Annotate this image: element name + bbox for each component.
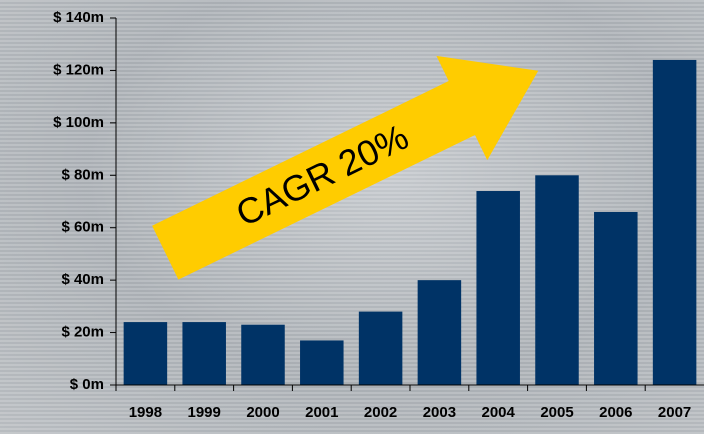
bar	[594, 212, 638, 385]
x-tick-label: 2001	[305, 404, 338, 421]
x-tick-label: 1999	[188, 404, 221, 421]
x-tick-label: 2006	[599, 404, 632, 421]
bar	[476, 191, 520, 385]
chart: $ 0m $ 20m $ 40m $ 60m $ 80m $ 100m $ 120m $ 14…	[0, 0, 704, 434]
bar	[241, 325, 285, 385]
bar	[124, 322, 168, 385]
y-tick-label: $ 0m	[70, 376, 104, 393]
page: $ 0m $ 20m $ 40m $ 60m $ 80m $ 100m $ 120m $ 14…	[0, 0, 704, 434]
y-tick-label: $ 120m	[53, 61, 104, 78]
x-tick-label: 2007	[658, 404, 691, 421]
x-tick-label: 2000	[246, 404, 279, 421]
x-tick-label: 1998	[129, 404, 162, 421]
x-tick-label: 2004	[482, 404, 516, 421]
plot: $ 0m $ 20m $ 40m $ 60m $ 80m $ 100m $ 120m $ 14…	[53, 9, 704, 421]
y-tick-label: $ 40m	[61, 271, 104, 288]
y-tick-label: $ 80m	[61, 166, 104, 183]
bar	[300, 340, 344, 385]
x-tick-label: 2003	[423, 404, 456, 421]
y-tick-label: $ 20m	[61, 324, 104, 341]
x-tick-label: 2002	[364, 404, 397, 421]
bar	[418, 280, 462, 385]
y-tick-label: $ 100m	[53, 114, 104, 131]
bar	[182, 322, 226, 385]
y-tick-label: $ 140m	[53, 9, 104, 26]
x-tick-label: 2005	[540, 404, 573, 421]
bar	[359, 312, 403, 385]
bar	[653, 60, 697, 385]
bar	[535, 175, 579, 385]
y-tick-label: $ 60m	[61, 219, 104, 236]
